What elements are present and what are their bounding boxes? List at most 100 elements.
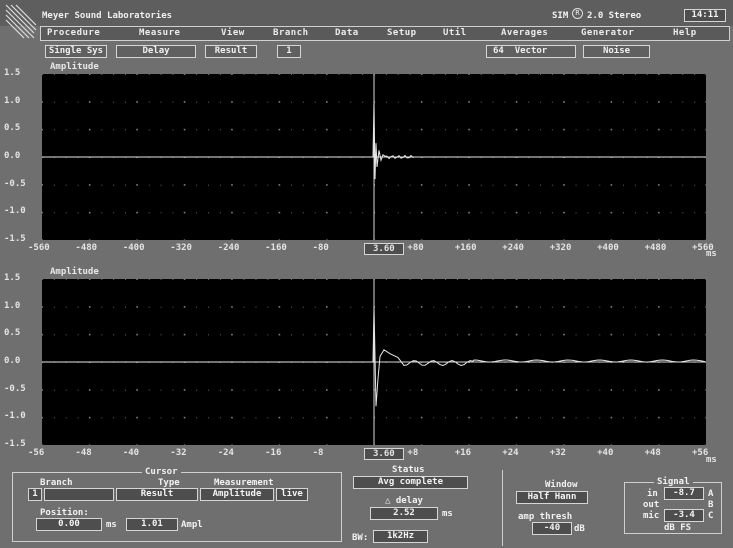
mode-button[interactable]: Single Sys	[45, 45, 107, 58]
top-plot-grid-minor	[682, 129, 684, 131]
cursor-live-button[interactable]: live	[276, 488, 308, 501]
top-plot-grid-minor	[89, 101, 91, 103]
bottom-plot-cursor-readout[interactable]: 3.60	[364, 448, 404, 460]
menu-generator[interactable]: Generator	[581, 28, 635, 38]
top-plot-cursor-readout[interactable]: 3.60	[364, 243, 404, 255]
bottom-plot-grid-minor	[89, 334, 91, 336]
bottom-plot-grid-minor	[338, 389, 340, 391]
bottom-plot-grid-minor	[172, 389, 174, 391]
top-plot-grid-minor	[291, 212, 292, 214]
top-plot-grid-minor	[65, 212, 67, 214]
top-plot-grid-minor	[397, 129, 399, 131]
cursor-position-field[interactable]: 0.00	[36, 518, 102, 531]
source-button[interactable]: Noise	[583, 45, 650, 58]
window-field[interactable]: Half Hann	[516, 491, 588, 504]
top-plot-grid-minor	[125, 74, 126, 75]
bottom-plot-grid-minor	[611, 389, 613, 391]
menu-help[interactable]: Help	[673, 28, 697, 38]
bottom-plot-grid-minor	[587, 306, 589, 308]
top-plot-grid-minor	[670, 212, 672, 214]
bottom-plot-grid-minor	[243, 334, 245, 336]
top-plot-grid-minor	[563, 184, 565, 186]
cursor-branch-name-field[interactable]	[44, 488, 114, 501]
bottom-plot-grid-minor	[445, 306, 447, 308]
top-plot-grid-minor	[148, 101, 150, 103]
bottom-plot-ytick: -1.5	[4, 439, 26, 449]
bottom-plot-grid-minor	[468, 334, 470, 336]
delay-unit: ms	[442, 509, 453, 519]
top-plot-grid-minor	[243, 129, 245, 131]
cursor-measurement-field[interactable]: Amplitude	[200, 488, 274, 501]
bottom-plot-grid-minor	[694, 417, 696, 419]
bottom-plot-grid-minor	[160, 417, 162, 419]
bottom-plot-grid-dot	[610, 444, 613, 445]
bottom-plot-grid-minor	[362, 306, 364, 308]
bottom-plot-grid-minor	[385, 389, 387, 391]
top-plot-grid-minor	[326, 74, 328, 75]
top-plot-grid-minor	[208, 101, 209, 103]
top-plot-grid-minor	[646, 101, 648, 103]
top-plot-grid-minor	[53, 74, 55, 75]
bottom-plot-grid-minor	[492, 334, 494, 336]
amp-thresh-field[interactable]: -40	[532, 522, 572, 535]
top-plot-grid-minor	[362, 101, 364, 103]
top-plot-grid-minor	[53, 129, 55, 131]
menu-branch[interactable]: Branch	[273, 28, 309, 38]
bottom-plot-grid-minor	[445, 417, 447, 419]
top-plot-grid-minor	[65, 184, 67, 186]
top-plot-grid-minor	[433, 101, 435, 103]
top-impulse-plot[interactable]	[42, 74, 706, 240]
bottom-plot-grid-minor	[421, 389, 423, 391]
menu-averages[interactable]: Averages	[501, 28, 549, 38]
bottom-plot-grid-minor	[53, 389, 55, 391]
top-plot-grid-minor	[231, 129, 233, 131]
top-plot-grid-minor	[77, 184, 79, 186]
top-plot-grid-minor	[528, 101, 530, 103]
result-index-field[interactable]: 1	[277, 45, 301, 58]
menu-procedure[interactable]: Procedure	[47, 28, 101, 38]
cursor-type-field[interactable]: Result	[116, 488, 198, 501]
menu-view[interactable]: View	[221, 28, 245, 38]
bottom-impulse-plot[interactable]	[42, 279, 706, 445]
bottom-plot-xtick: -48	[75, 448, 92, 458]
signal-ch-c: C	[708, 511, 714, 521]
top-plot-grid-minor	[184, 212, 186, 214]
result-button[interactable]: Result	[205, 45, 257, 58]
top-plot-grid-dot	[705, 239, 706, 240]
top-plot-grid-minor	[279, 212, 281, 214]
bottom-plot-grid-minor	[670, 417, 672, 419]
bottom-plot-grid-minor	[350, 279, 352, 280]
averages-count: 64	[493, 46, 504, 56]
top-plot-grid-minor	[148, 129, 150, 131]
averages-button[interactable]: 64 Vector	[486, 45, 576, 58]
menu-util[interactable]: Util	[443, 28, 467, 38]
bottom-plot-grid-minor	[89, 306, 91, 308]
top-plot-grid-minor	[397, 101, 399, 103]
top-plot-grid-minor	[89, 212, 91, 214]
top-plot-grid-minor	[196, 212, 198, 214]
menu-data[interactable]: Data	[335, 28, 359, 38]
top-plot-grid-minor	[291, 129, 292, 131]
top-plot-grid-minor	[623, 184, 624, 186]
type-button[interactable]: Delay	[116, 45, 196, 58]
cursor-ampl-field[interactable]: 1.01	[126, 518, 178, 531]
top-plot-grid-minor	[670, 101, 672, 103]
top-plot-grid-minor	[125, 129, 126, 131]
top-plot-grid-minor	[279, 74, 281, 75]
bottom-plot-grid-minor	[208, 279, 209, 280]
cursor-branch-index[interactable]: 1	[28, 488, 42, 501]
top-plot-ytick: 1.5	[4, 68, 21, 78]
top-plot-grid-minor	[634, 101, 636, 103]
bottom-plot-grid-minor	[279, 306, 281, 308]
top-plot-grid-minor	[208, 184, 209, 186]
menu-setup[interactable]: Setup	[387, 28, 417, 38]
top-plot-grid-minor	[516, 101, 518, 103]
bw-field[interactable]: 1k2Hz	[373, 530, 428, 543]
top-plot-grid-minor	[587, 212, 589, 214]
bottom-plot-grid-minor	[326, 306, 328, 308]
bottom-plot-grid-minor	[279, 279, 281, 280]
top-plot-xtick: +560	[692, 243, 714, 253]
top-plot-grid-dot	[705, 128, 706, 131]
top-plot-grid-minor	[208, 212, 209, 214]
menu-measure[interactable]: Measure	[139, 28, 181, 38]
